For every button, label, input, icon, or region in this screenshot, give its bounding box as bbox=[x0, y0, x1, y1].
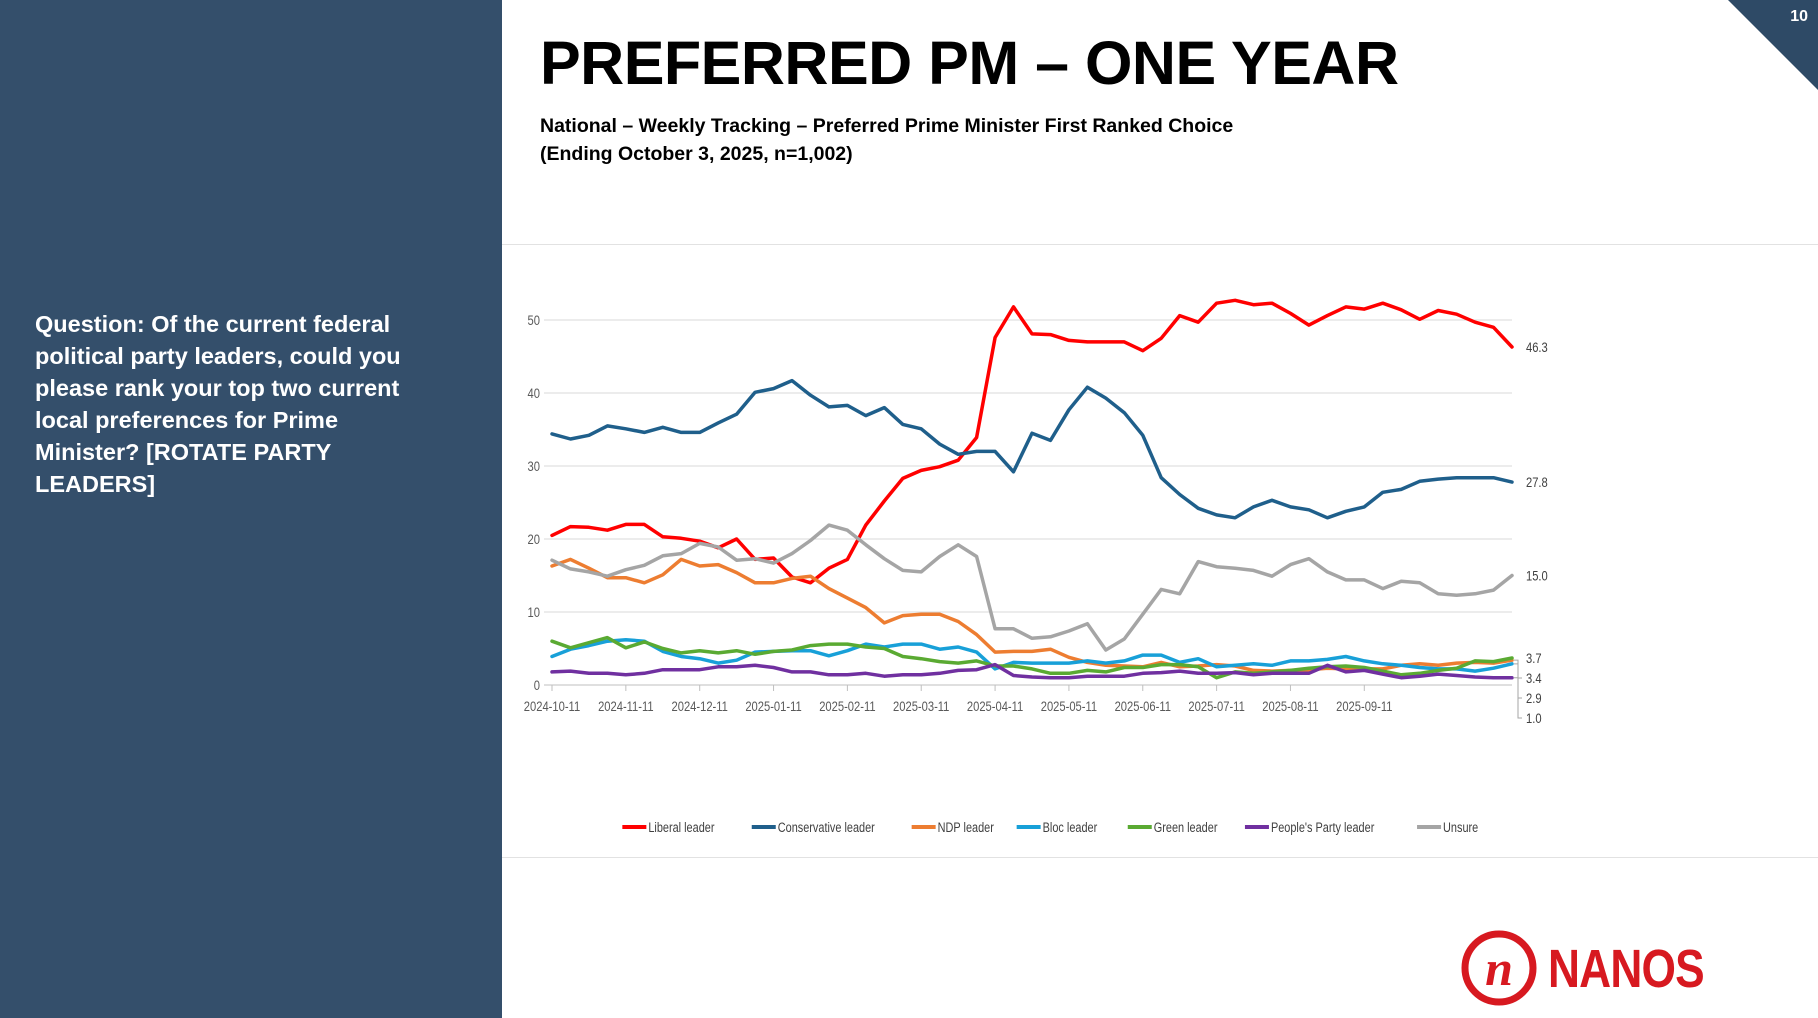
x-tick-label: 2025-06-11 bbox=[1115, 699, 1171, 714]
series-line bbox=[550, 635, 1514, 680]
x-tick-label: 2025-07-11 bbox=[1188, 699, 1244, 714]
y-tick-label: 20 bbox=[528, 532, 540, 547]
line-chart: 0 10 20 30 40 50 2024-10-11 2024-11-11 2024-12-… bbox=[524, 298, 1548, 836]
logo-text: NANOS bbox=[1548, 939, 1705, 999]
series-line bbox=[550, 557, 1514, 673]
end-labels: 46.3 27.8 15.0 3.7 3.4 2.9 1.0 bbox=[1514, 340, 1548, 726]
nanos-logo-mark-icon: n bbox=[1461, 930, 1537, 1006]
question-text: Question: Of the current federal politic… bbox=[35, 311, 401, 497]
series-line bbox=[550, 378, 1514, 520]
legend-label: Liberal leader bbox=[648, 820, 714, 836]
series-lines bbox=[550, 298, 1514, 680]
series-line bbox=[550, 298, 1514, 585]
legend: Liberal leader Conservative leader NDP lea… bbox=[622, 820, 1478, 836]
end-label-leader bbox=[1514, 677, 1522, 719]
series-line bbox=[550, 637, 1514, 673]
x-tick-label: 2025-04-11 bbox=[967, 699, 1023, 714]
legend-label: Bloc leader bbox=[1043, 820, 1098, 836]
corner-page-tab bbox=[1728, 0, 1818, 90]
y-tick-label: 40 bbox=[528, 386, 540, 401]
page-subtitle: National – Weekly Tracking – Preferred P… bbox=[540, 112, 1233, 168]
y-axis: 0 10 20 30 40 50 bbox=[528, 313, 540, 693]
legend-label: Unsure bbox=[1443, 820, 1478, 836]
x-tick-label: 2025-01-11 bbox=[745, 699, 801, 714]
x-tick-label: 2025-05-11 bbox=[1041, 699, 1097, 714]
page-number: 10 bbox=[1790, 8, 1808, 25]
page-title: PREFERRED PM – ONE YEAR bbox=[540, 29, 1399, 97]
chart-panel: 0 10 20 30 40 50 2024-10-11 2024-11-11 2024-12-… bbox=[502, 244, 1818, 858]
legend-label: People's Party leader bbox=[1271, 820, 1374, 836]
legend-label: NDP leader bbox=[938, 820, 994, 836]
end-value-label: 1.0 bbox=[1526, 711, 1542, 726]
y-tick-label: 50 bbox=[528, 313, 540, 328]
legend-label: Green leader bbox=[1154, 820, 1218, 836]
end-value-label: 15.0 bbox=[1526, 568, 1548, 583]
x-tick-label: 2024-12-11 bbox=[672, 699, 728, 714]
gridlines bbox=[544, 319, 1512, 686]
x-tick-label: 2025-03-11 bbox=[893, 699, 949, 714]
left-sidebar: Question: Of the current federal politic… bbox=[0, 0, 502, 1018]
nanos-logo: n NANOS bbox=[1456, 928, 1716, 1008]
y-tick-label: 30 bbox=[528, 459, 540, 474]
end-value-label: 3.7 bbox=[1526, 651, 1542, 666]
x-tick-label: 2025-02-11 bbox=[819, 699, 875, 714]
series-line bbox=[550, 523, 1514, 652]
x-tick-label: 2024-10-11 bbox=[524, 699, 580, 714]
end-value-label: 3.4 bbox=[1526, 671, 1542, 686]
end-value-label: 46.3 bbox=[1526, 340, 1548, 355]
x-tick-label: 2025-09-11 bbox=[1336, 699, 1392, 714]
subtitle-line-2: (Ending October 3, 2025, n=1,002) bbox=[540, 143, 853, 165]
x-tick-label: 2025-08-11 bbox=[1262, 699, 1318, 714]
y-tick-label: 10 bbox=[528, 605, 540, 620]
series-line bbox=[550, 662, 1514, 680]
y-tick-label: 0 bbox=[534, 678, 540, 693]
subtitle-line-1: National – Weekly Tracking – Preferred P… bbox=[540, 115, 1234, 137]
logo-mark-letter: n bbox=[1485, 940, 1513, 996]
end-value-label: 27.8 bbox=[1526, 475, 1548, 490]
x-axis: 2024-10-11 2024-11-11 2024-12-11 2025-01-11… bbox=[524, 685, 1392, 714]
x-tick-label: 2024-11-11 bbox=[598, 699, 654, 714]
end-value-label: 2.9 bbox=[1526, 691, 1542, 706]
legend-label: Conservative leader bbox=[778, 820, 875, 836]
